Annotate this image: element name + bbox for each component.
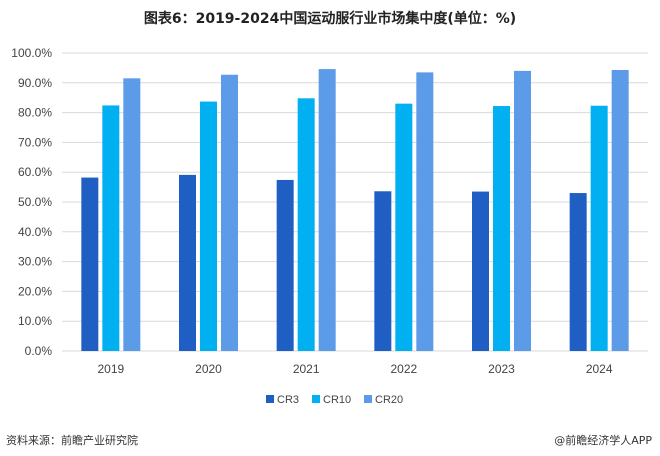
y-tick-label: 30.0% (18, 255, 52, 269)
bar-cr10-2022 (395, 103, 413, 351)
y-tick-label: 0.0% (25, 344, 53, 358)
y-tick-label: 20.0% (18, 284, 52, 298)
legend-swatch-cr3 (266, 395, 274, 403)
bar-cr3-2022 (374, 191, 392, 351)
x-tick-label: 2023 (488, 362, 515, 376)
bar-cr20-2024 (611, 69, 629, 352)
legend-label-cr10: CR10 (323, 394, 351, 406)
bar-cr3-2019 (81, 177, 99, 351)
x-tick-label: 2019 (97, 362, 124, 376)
bar-cr10-2024 (590, 105, 608, 351)
source-note: 资料来源：前瞻产业研究院 (6, 434, 138, 447)
chart-title: 图表6：2019-2024中国运动服行业市场集中度(单位：%) (143, 11, 517, 27)
bar-cr10-2019 (102, 105, 120, 351)
y-tick-label: 10.0% (18, 314, 52, 328)
y-tick-label: 80.0% (18, 106, 52, 120)
y-tick-label: 50.0% (18, 195, 52, 209)
bar-cr20-2022 (416, 72, 434, 352)
y-tick-label: 60.0% (18, 165, 52, 179)
bar-cr3-2021 (276, 179, 294, 351)
legend-swatch-cr20 (364, 395, 372, 403)
x-tick-label: 2022 (390, 362, 417, 376)
legend-label-cr20: CR20 (375, 394, 403, 406)
legend-label-cr3: CR3 (277, 394, 299, 406)
bar-cr20-2020 (221, 74, 238, 351)
y-tick-label: 70.0% (18, 135, 52, 149)
bar-cr3-2024 (569, 193, 587, 351)
x-tick-label: 2024 (586, 362, 613, 376)
bar-cr20-2019 (123, 78, 141, 351)
credit-note: @前瞻经济学人APP (554, 434, 652, 447)
x-tick-label: 2020 (195, 362, 222, 376)
bar-cr3-2023 (472, 191, 489, 351)
bar-cr20-2023 (514, 70, 531, 351)
bar-cr20-2021 (318, 69, 336, 351)
bar-cr10-2021 (297, 98, 315, 352)
bar-cr10-2020 (200, 101, 217, 351)
y-tick-label: 40.0% (18, 225, 52, 239)
legend-swatch-cr10 (312, 395, 320, 403)
y-tick-label: 90.0% (18, 76, 52, 90)
x-tick-label: 2021 (293, 362, 320, 376)
bar-cr10-2023 (493, 106, 510, 351)
bar-cr3-2020 (179, 174, 196, 351)
y-tick-label: 100.0% (11, 46, 52, 60)
